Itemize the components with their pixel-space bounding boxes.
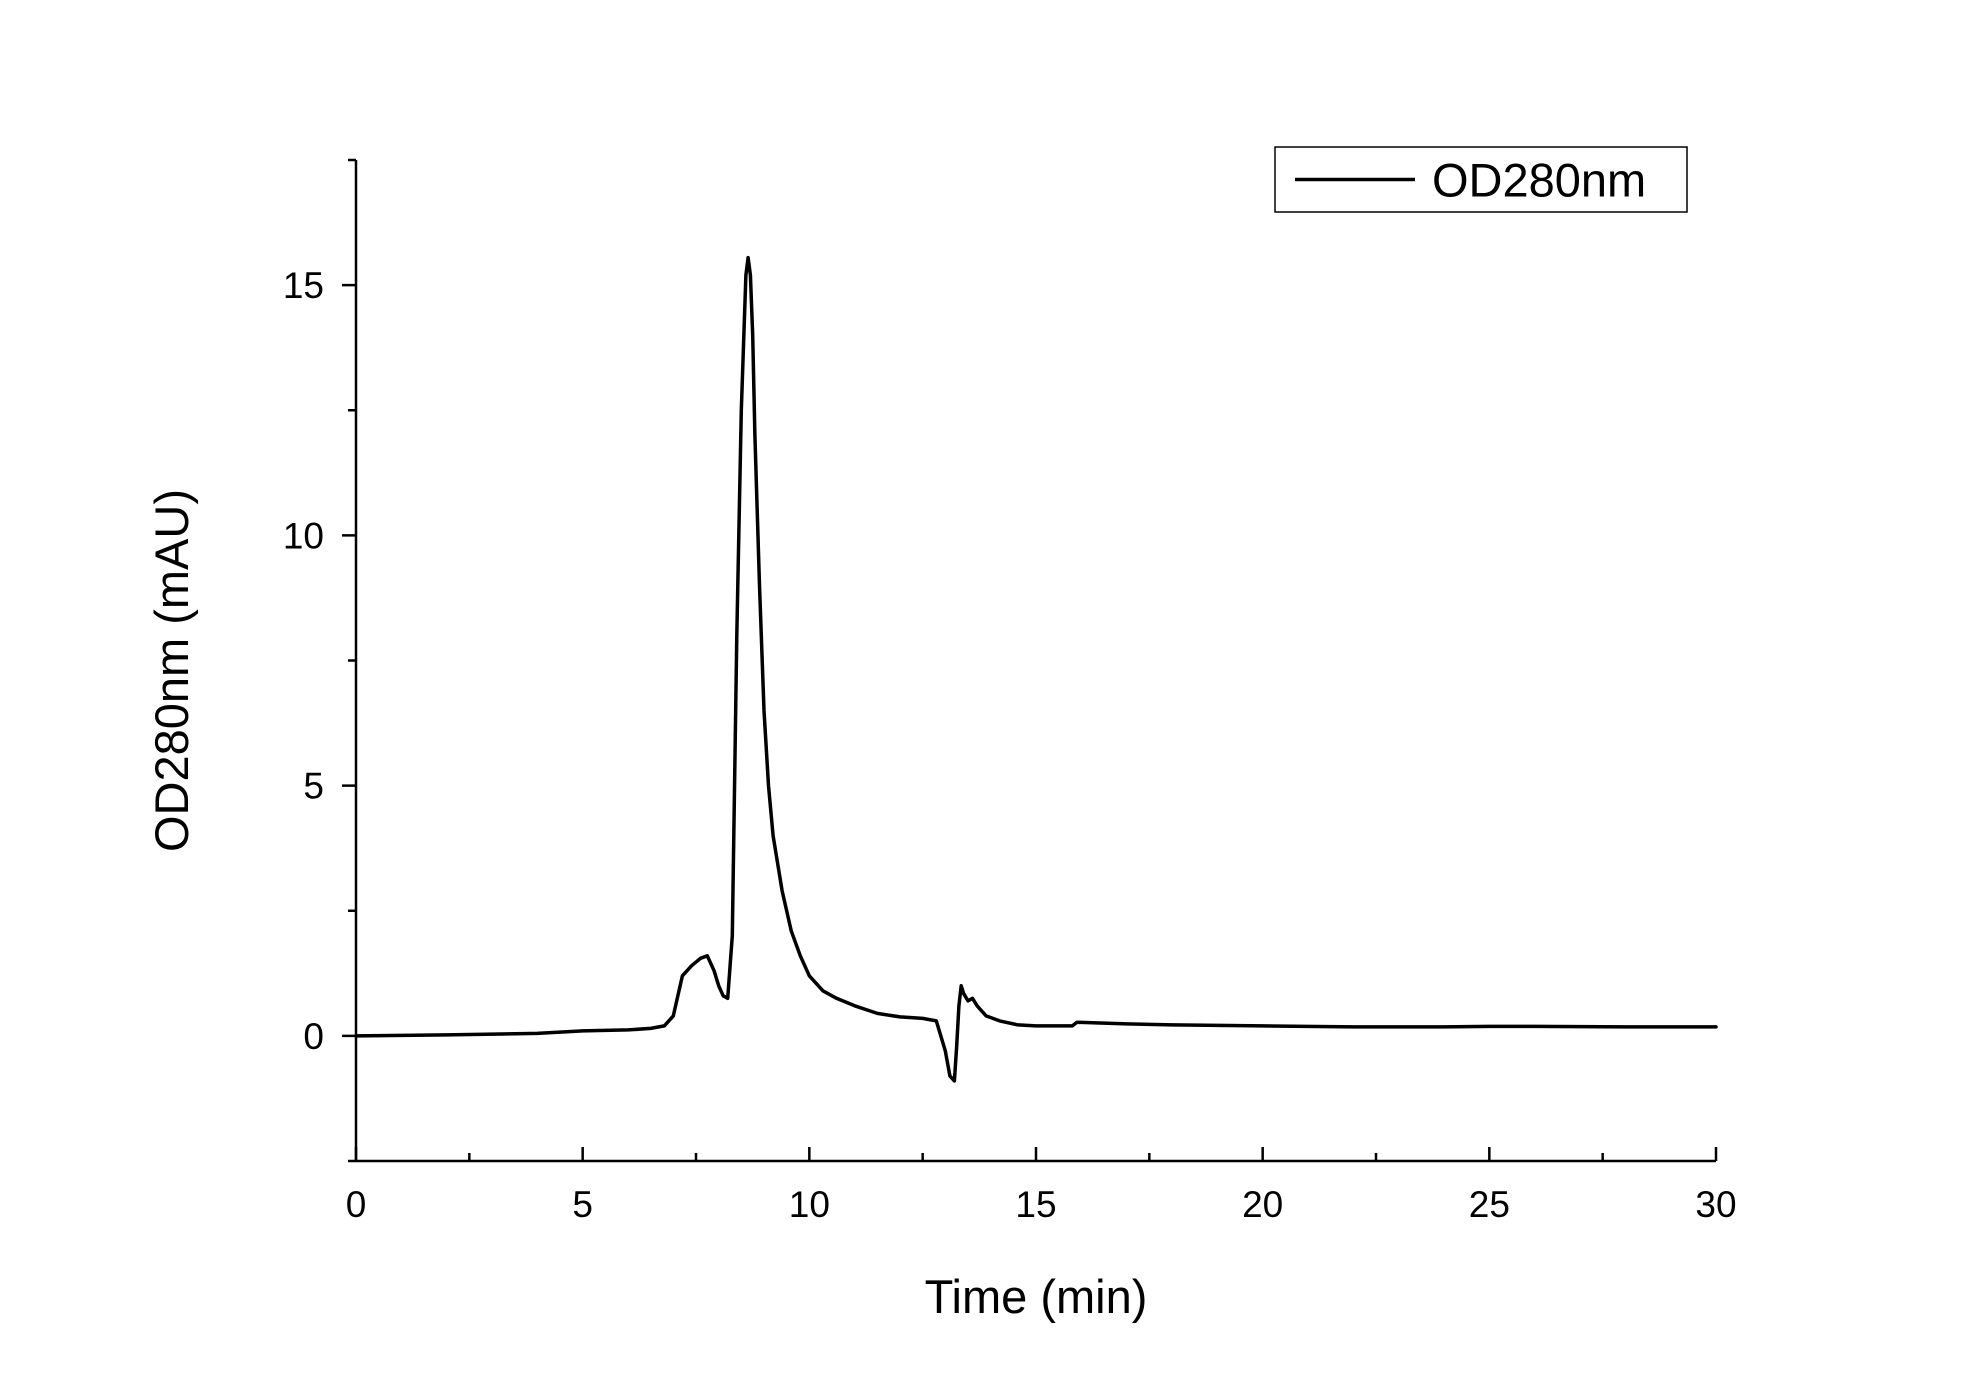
x-tick-label: 10 xyxy=(789,1184,830,1225)
legend: OD280nm xyxy=(1274,146,1688,213)
x-tick-label: 5 xyxy=(572,1184,593,1225)
y-tick-label: 5 xyxy=(303,766,324,807)
x-axis-title: Time (min) xyxy=(925,1270,1148,1323)
x-tick-label: 20 xyxy=(1242,1184,1283,1225)
legend-label-od280nm: OD280nm xyxy=(1432,154,1646,207)
x-tick-label: 25 xyxy=(1469,1184,1510,1225)
y-tick-label: 10 xyxy=(283,515,324,556)
y-axis-ticks: 0 5 10 15 xyxy=(283,158,356,1163)
y-tick-label: 0 xyxy=(303,1016,324,1057)
x-tick-label: 15 xyxy=(1015,1184,1056,1225)
x-tick-label: 30 xyxy=(1695,1184,1736,1225)
x-axis-ticks: 0 5 10 15 20 25 30 xyxy=(346,1147,1737,1225)
y-axis-title: OD280nm (mAU) xyxy=(145,489,198,852)
x-tick-label: 0 xyxy=(346,1184,367,1225)
series-line-od280nm xyxy=(354,255,1718,1083)
y-tick-label: 15 xyxy=(283,265,324,306)
